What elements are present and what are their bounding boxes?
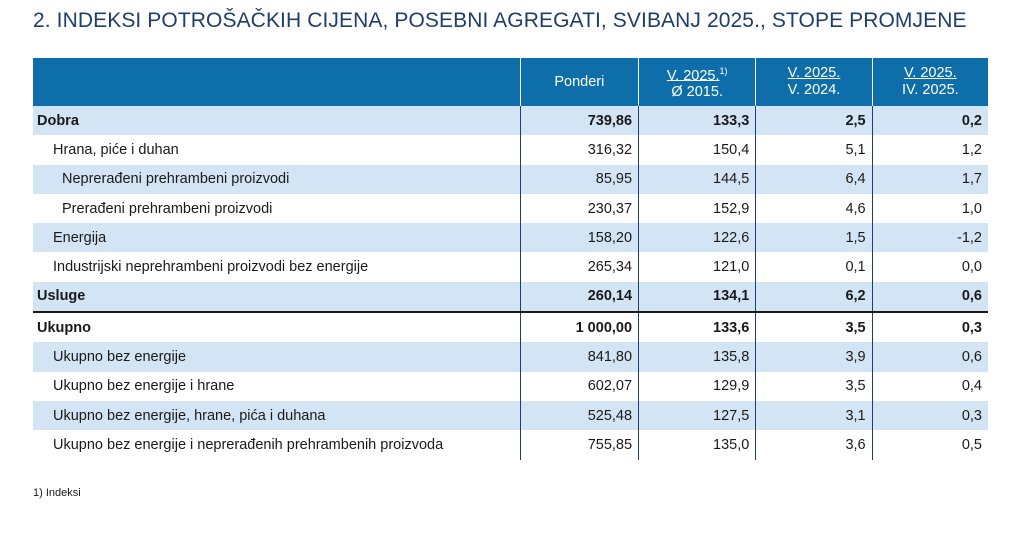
cell-yoy: 6,4 [755, 164, 873, 194]
header-index-2015-top: V. 2025. [666, 67, 720, 84]
cell-index-2015: 122,6 [638, 223, 756, 253]
cell-index-2015: 150,4 [638, 135, 756, 165]
table-row: Ukupno 1 000,00 133,6 3,5 0,3 [33, 311, 988, 343]
cell-ponderi: 755,85 [519, 430, 639, 460]
cell-mom: -1,2 [871, 223, 988, 253]
cell-index-2015: 134,1 [638, 281, 756, 313]
cell-ponderi: 841,80 [519, 342, 639, 372]
cell-ponderi: 265,34 [519, 252, 639, 282]
cell-yoy: 3,6 [755, 430, 873, 460]
cell-mom: 0,0 [871, 252, 988, 282]
header-ponderi: Ponderi [519, 58, 639, 106]
cell-yoy: 3,9 [755, 342, 873, 372]
cell-index-2015: 152,9 [638, 193, 756, 224]
page-title: 2. INDEKSI POTROŠAČKIH CIJENA, POSEBNI A… [33, 9, 967, 32]
footnote: 1) Indeksi [33, 487, 81, 499]
header-mom: V. 2025. IV. 2025. [871, 58, 988, 106]
cell-yoy: 0,1 [755, 252, 873, 282]
cell-ponderi: 602,07 [519, 371, 639, 401]
cell-index-2015: 135,0 [638, 430, 756, 460]
cell-yoy: 4,6 [755, 193, 873, 224]
header-mom-top: V. 2025. [903, 65, 957, 81]
row-label: Dobra [33, 106, 521, 136]
cell-index-2015: 121,0 [638, 252, 756, 282]
cell-mom: 0,2 [871, 106, 988, 136]
cell-yoy: 1,5 [755, 223, 873, 253]
row-label: Hrana, piće i duhan [53, 141, 179, 158]
table-row: Ukupno bez energije, hrane, pića i duhan… [33, 400, 988, 431]
header-yoy-top: V. 2025. [787, 65, 841, 81]
row-label: Ukupno [33, 311, 521, 343]
table-row: Ukupno bez energije i hrane 602,07 129,9… [33, 371, 988, 401]
row-label: Ukupno bez energije i neprerađenih prehr… [53, 436, 444, 453]
header-yoy: V. 2025. V. 2024. [755, 58, 873, 106]
cpi-table: Ponderi V. 2025.1) Ø 2015. V. 2025. V. 2… [33, 58, 988, 460]
table-header-row: Ponderi V. 2025.1) Ø 2015. V. 2025. V. 2… [33, 58, 988, 106]
row-label: Usluge [33, 281, 521, 313]
cell-index-2015: 133,6 [638, 311, 756, 343]
cell-mom: 1,2 [871, 135, 988, 165]
row-label: Industrijski neprehrambeni proizvodi bez… [53, 259, 369, 276]
cell-mom: 0,3 [871, 400, 988, 431]
table-row: Dobra 739,86 133,3 2,5 0,2 [33, 106, 988, 136]
cell-mom: 0,6 [871, 342, 988, 372]
header-yoy-bottom: V. 2024. [787, 82, 841, 98]
cell-ponderi: 316,32 [519, 135, 639, 165]
table-row: Hrana, piće i duhan 316,32 150,4 5,1 1,2 [33, 135, 988, 165]
cell-mom: 0,5 [871, 430, 988, 460]
cell-index-2015: 144,5 [638, 164, 756, 194]
row-label: Ukupno bez energije i hrane [53, 378, 235, 395]
table-row: Energija 158,20 122,6 1,5 -1,2 [33, 223, 988, 253]
table-row: Neprerađeni prehrambeni proizvodi 85,95 … [33, 164, 988, 194]
cell-ponderi: 158,20 [519, 223, 639, 253]
cell-index-2015: 135,8 [638, 342, 756, 372]
row-label: Ukupno bez energije, hrane, pića i duhan… [33, 400, 521, 431]
row-label: Prerađeni prehrambeni proizvodi [62, 200, 273, 217]
header-index-2015-bottom: Ø 2015. [671, 84, 723, 101]
cell-yoy: 6,2 [755, 281, 873, 313]
cell-yoy: 3,5 [755, 311, 873, 343]
table-row: Ukupno bez energije 841,80 135,8 3,9 0,6 [33, 342, 988, 372]
cell-index-2015: 133,3 [638, 106, 756, 136]
table-row: Prerađeni prehrambeni proizvodi 230,37 1… [33, 193, 988, 224]
cell-yoy: 3,5 [755, 371, 873, 401]
header-label-column [33, 58, 521, 106]
cell-ponderi: 525,48 [519, 400, 639, 431]
table-row: Industrijski neprehrambeni proizvodi bez… [33, 252, 988, 282]
cell-mom: 1,0 [871, 193, 988, 224]
cell-mom: 0,3 [871, 311, 988, 343]
table-row: Ukupno bez energije i neprerađenih prehr… [33, 430, 988, 460]
header-index-2015: V. 2025.1) Ø 2015. [638, 58, 756, 106]
table-row: Usluge 260,14 134,1 6,2 0,6 [33, 281, 988, 313]
header-footnote-ref: 1) [719, 65, 728, 76]
cell-ponderi: 85,95 [519, 164, 639, 194]
cell-mom: 0,6 [871, 281, 988, 313]
cell-mom: 0,4 [871, 371, 988, 401]
cell-ponderi: 230,37 [519, 193, 639, 224]
cell-yoy: 3,1 [755, 400, 873, 431]
row-label: Energija [33, 223, 521, 253]
row-label: Neprerađeni prehrambeni proizvodi [33, 164, 521, 194]
header-mom-bottom: IV. 2025. [901, 82, 959, 98]
cell-index-2015: 129,9 [638, 371, 756, 401]
cell-ponderi: 739,86 [519, 106, 639, 136]
cell-index-2015: 127,5 [638, 400, 756, 431]
cell-mom: 1,7 [871, 164, 988, 194]
row-label: Ukupno bez energije [33, 342, 521, 372]
cell-ponderi: 260,14 [519, 281, 639, 313]
cell-ponderi: 1 000,00 [519, 311, 639, 343]
cell-yoy: 5,1 [755, 135, 873, 165]
cell-yoy: 2,5 [755, 106, 873, 136]
